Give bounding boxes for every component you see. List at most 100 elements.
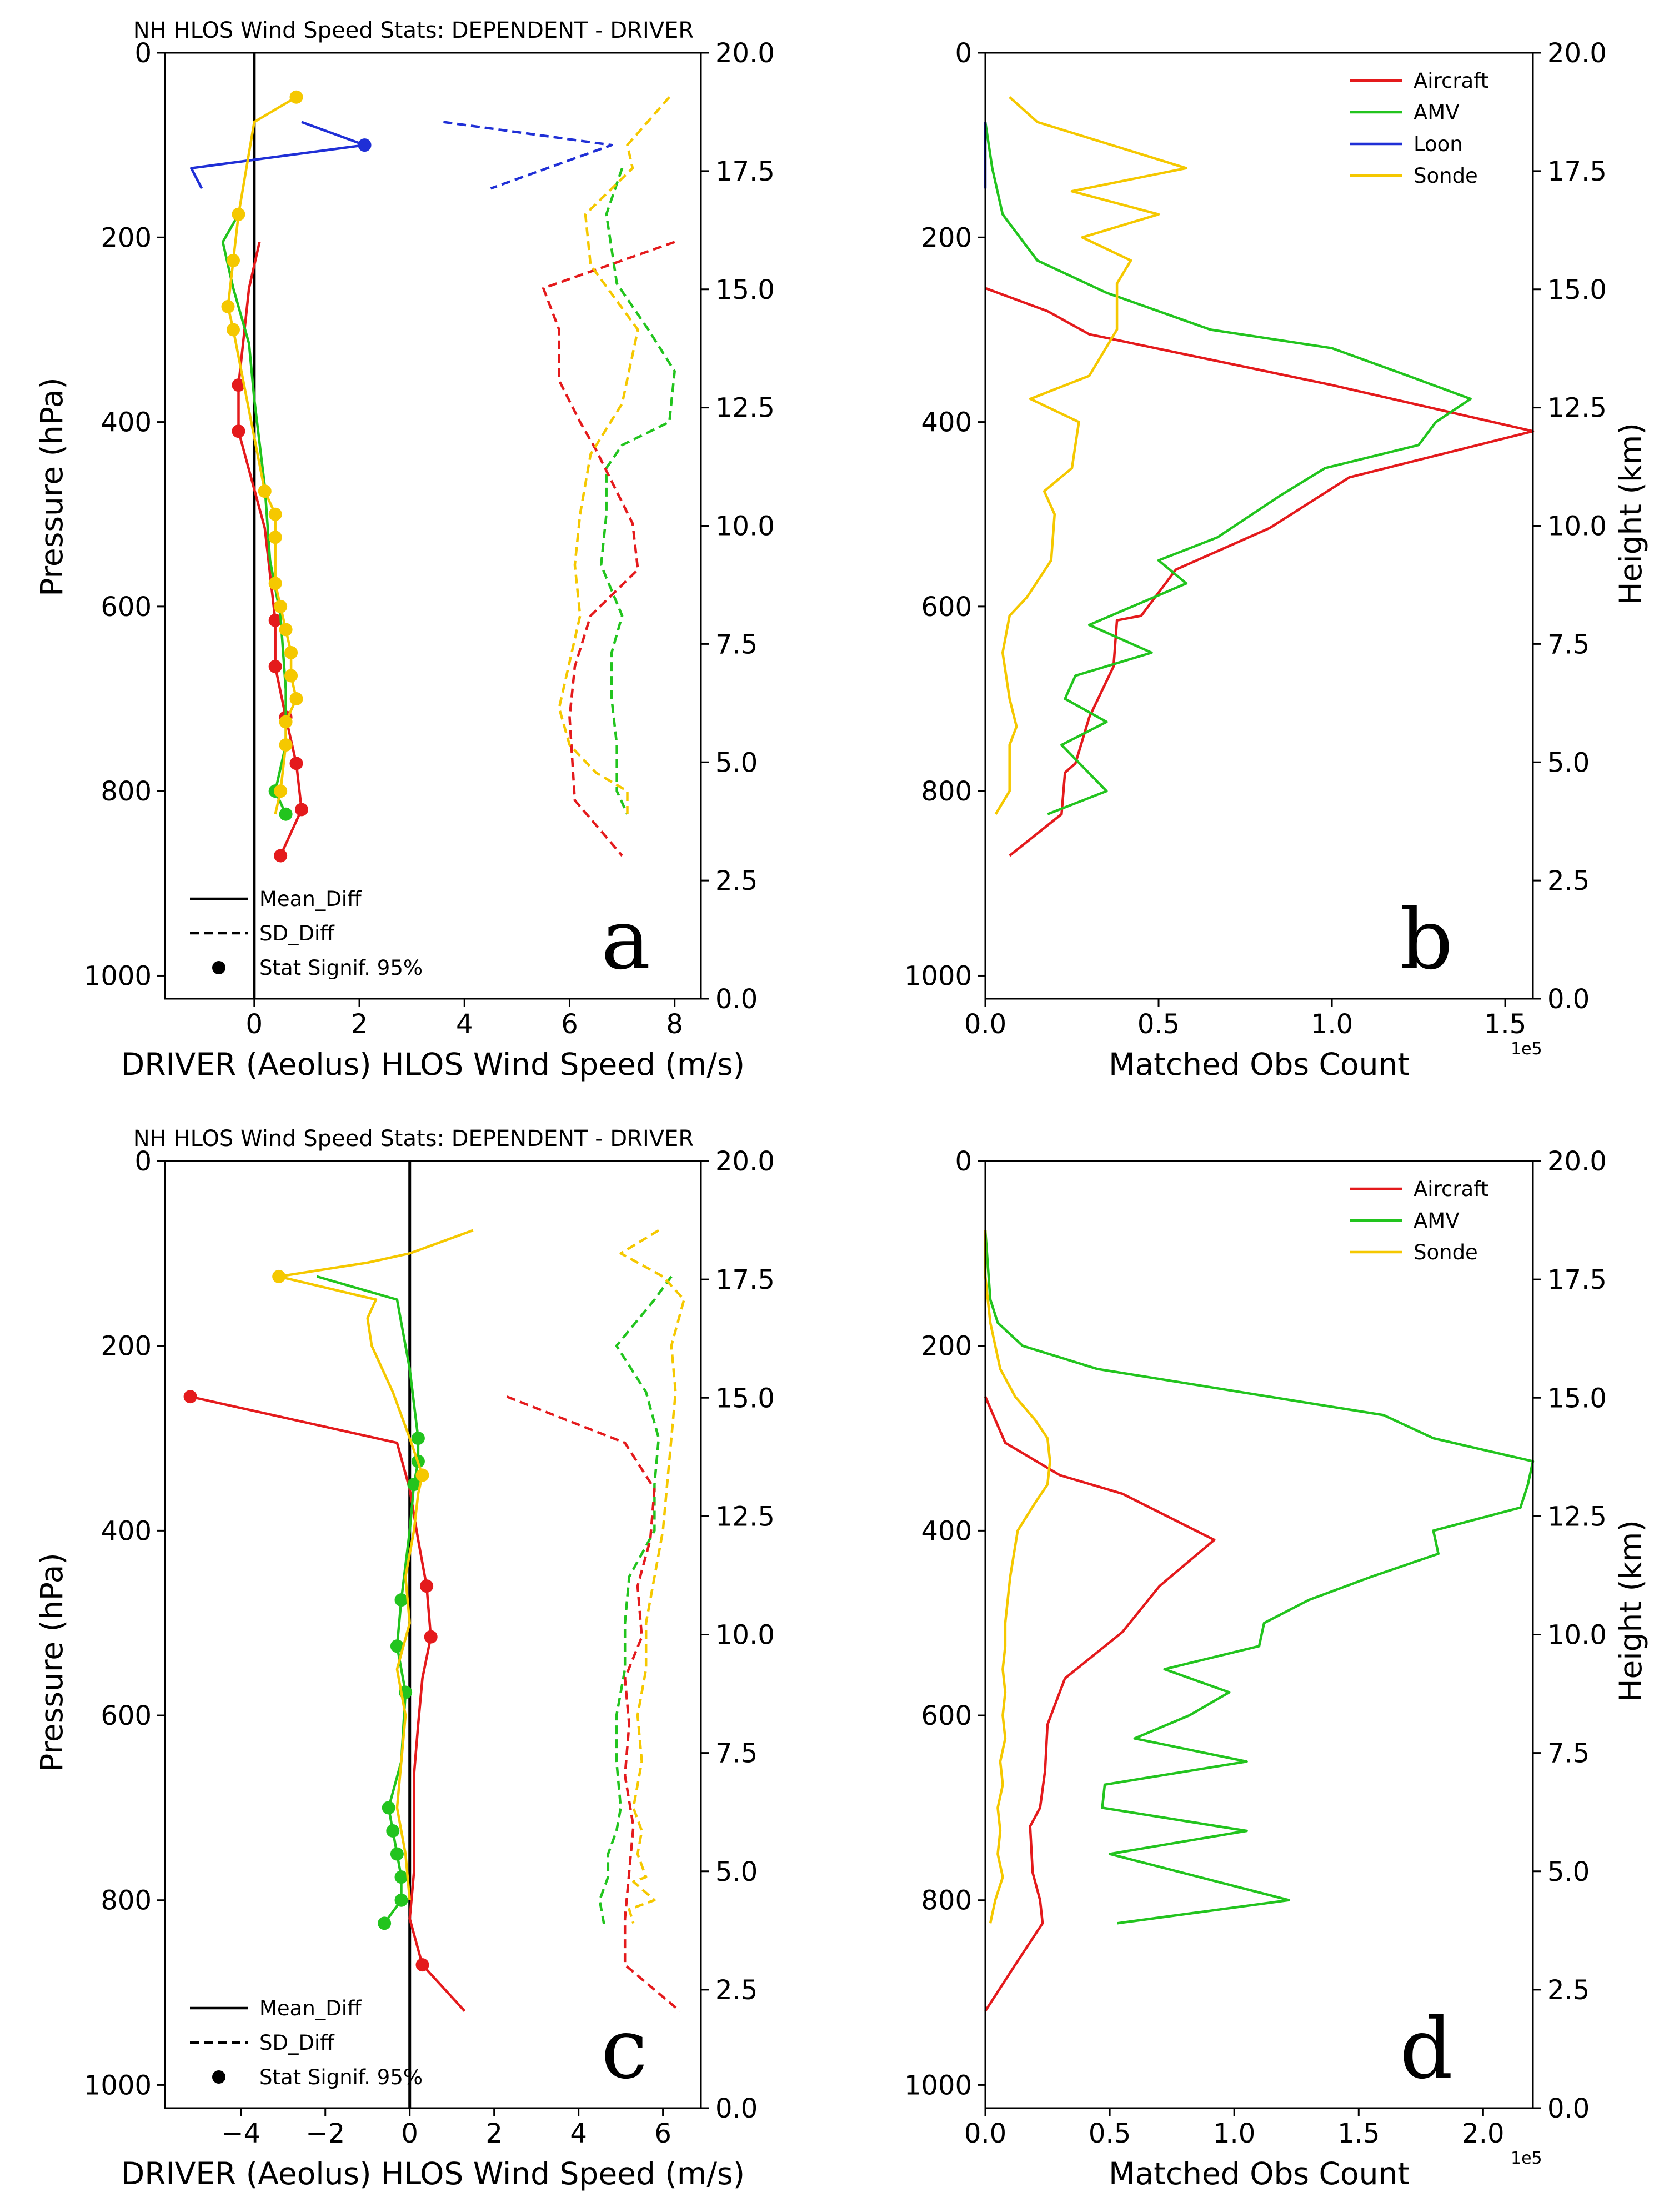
chart-title: NH HLOS Wind Speed Stats: DEPENDENT - DR… (133, 18, 694, 43)
data-point-aircraft (183, 1390, 197, 1404)
data-point-aircraft (420, 1579, 434, 1593)
legend-label: Mean_Diff (259, 1996, 362, 2020)
data-point-sonde (289, 90, 303, 104)
y-tick-label: 600 (101, 592, 152, 623)
y2-tick-label: 10.0 (715, 511, 775, 542)
legend-label: Sonde (1414, 1240, 1478, 1264)
y2-axis-label: Height (km) (1613, 1520, 1648, 1702)
legend-label: SD_Diff (259, 2031, 335, 2055)
x-offset-label: 1e5 (1511, 2149, 1542, 2168)
data-point-sonde (226, 323, 240, 337)
legend-label: Stat Signif. 95% (259, 956, 423, 980)
y2-tick-label: 0.0 (715, 984, 758, 1015)
data-point-amv (390, 1639, 404, 1653)
chart-title: NH HLOS Wind Speed Stats: DEPENDENT - DR… (133, 1126, 694, 1152)
series-group (984, 1230, 1535, 2012)
y2-axis-label: Height (km) (1613, 423, 1648, 605)
plot-frame (164, 52, 702, 1000)
series-line-aircraft-dashed (506, 1395, 681, 2013)
y-tick-label: 0 (134, 1146, 152, 1177)
y-tick-label: 600 (921, 1700, 972, 1731)
y2-tick-label: 15.0 (1547, 1383, 1607, 1414)
y2-tick-label: 2.5 (1547, 865, 1590, 897)
y-tick-label: 0 (134, 38, 152, 69)
y-tick-label: 1000 (84, 2070, 152, 2101)
legend: Aircraft AMV Sonde (1350, 1177, 1488, 1264)
data-point-sonde (279, 738, 293, 752)
panel-d: 0.0 0.5 1.0 1.5 2.0 0 200 400 600 800 1000 0.0 2.5 5.… (904, 1146, 1648, 2191)
x-offset-label: 1e5 (1511, 1039, 1542, 1059)
panel-c: −4 −2 0 2 4 6 0 200 400 600 800 1000 0.0 2.5 5.0 7.5 10.… (34, 1126, 775, 2191)
series-line-sonde-solid (277, 1229, 474, 1900)
x-tick-label: 0 (401, 2118, 418, 2149)
x-tick-label: 2.0 (1462, 2118, 1504, 2149)
panel-b: 0.0 0.5 1.0 1.5 0 200 400 600 800 1000 0.0 2.5 5.0 7.… (904, 38, 1648, 1082)
data-point-sonde (279, 623, 293, 637)
y-tick-label: 800 (921, 1885, 972, 1916)
series-line-aircraft-solid (985, 287, 1535, 857)
x-tick-label: 6 (561, 1009, 578, 1040)
data-point-aircraft (274, 849, 288, 863)
legend-label: SD_Diff (259, 922, 335, 945)
y2-tick-label: 5.0 (1547, 1856, 1590, 1888)
x-tick-label: −2 (305, 2118, 345, 2149)
series-line-sonde-solid (994, 96, 1188, 815)
data-point-sonde (232, 207, 245, 221)
y-tick-label: 1000 (84, 960, 152, 992)
x-tick-label: 0.0 (964, 1009, 1006, 1040)
y2-tick-label: 7.5 (1547, 1738, 1590, 1769)
y-tick-label: 400 (921, 407, 972, 438)
data-point-amv (394, 1870, 408, 1884)
data-point-aircraft (232, 424, 245, 438)
y2-tick-label: 17.5 (715, 156, 775, 187)
series-line-amv-dashed (598, 1275, 673, 1925)
data-point-amv (394, 1893, 408, 1907)
y-tick-label: 200 (921, 1331, 972, 1362)
data-point-sonde (279, 715, 293, 729)
y-tick-label: 400 (101, 407, 152, 438)
legend-label: AMV (1414, 101, 1460, 124)
y2-tick-label: 10.0 (715, 1620, 775, 1651)
x-tick-label: 0.0 (964, 2118, 1006, 2149)
series-line-amv-solid (984, 122, 1472, 815)
x-tick-label: 0.5 (1137, 1009, 1180, 1040)
legend-swatch-dot (212, 961, 225, 974)
series-line-amv-dashed (599, 167, 676, 815)
y2-tick-label: 10.0 (1547, 511, 1607, 542)
y2-tick-label: 5.0 (1547, 747, 1590, 778)
panel-letter: c (601, 2001, 648, 2098)
x-tick-label: 8 (666, 1009, 683, 1040)
series-line-sonde-dashed (558, 96, 670, 814)
x-tick-label: 0.5 (1089, 2118, 1131, 2149)
y-tick-label: 1000 (904, 2070, 972, 2101)
y-tick-label: 400 (101, 1515, 152, 1547)
y2-tick-label: 7.5 (715, 629, 758, 660)
legend: Mean_Diff SD_Diff Stat Signif. 95% (190, 887, 423, 980)
data-point-amv (382, 1801, 395, 1815)
y-axis-label: Pressure (hPa) (34, 1553, 69, 1772)
y-tick-label: 800 (101, 776, 152, 807)
plot-frame (984, 1160, 1534, 2109)
y2-tick-label: 2.5 (715, 865, 758, 897)
y2-tick-label: 2.5 (715, 1975, 758, 2006)
panel-a: 0 2 4 6 8 0 200 400 600 800 1000 0.0 2.5 5.0 7.5 10.0 12… (34, 18, 775, 1082)
x-axis-label: Matched Obs Count (1109, 1047, 1410, 1082)
y2-tick-label: 5.0 (715, 747, 758, 778)
x-tick-label: 1.0 (1311, 1009, 1353, 1040)
data-point-aircraft (289, 757, 303, 770)
x-tick-label: 1.0 (1213, 2118, 1255, 2149)
x-tick-label: 1.5 (1484, 1009, 1526, 1040)
y2-tick-label: 7.5 (715, 1738, 758, 1769)
y2-tick-label: 17.5 (1547, 156, 1607, 187)
y2-tick-label: 0.0 (715, 2093, 758, 2124)
y2-tick-label: 12.5 (715, 1501, 775, 1532)
y-tick-label: 200 (921, 222, 972, 253)
y-tick-label: 400 (921, 1515, 972, 1547)
series-line-aircraft-solid (984, 1396, 1216, 2012)
data-point-amv (390, 1847, 404, 1861)
y-tick-label: 800 (921, 776, 972, 807)
data-point-sonde (274, 784, 288, 798)
data-point-amv (386, 1824, 400, 1838)
data-point-aircraft (415, 1958, 429, 1972)
